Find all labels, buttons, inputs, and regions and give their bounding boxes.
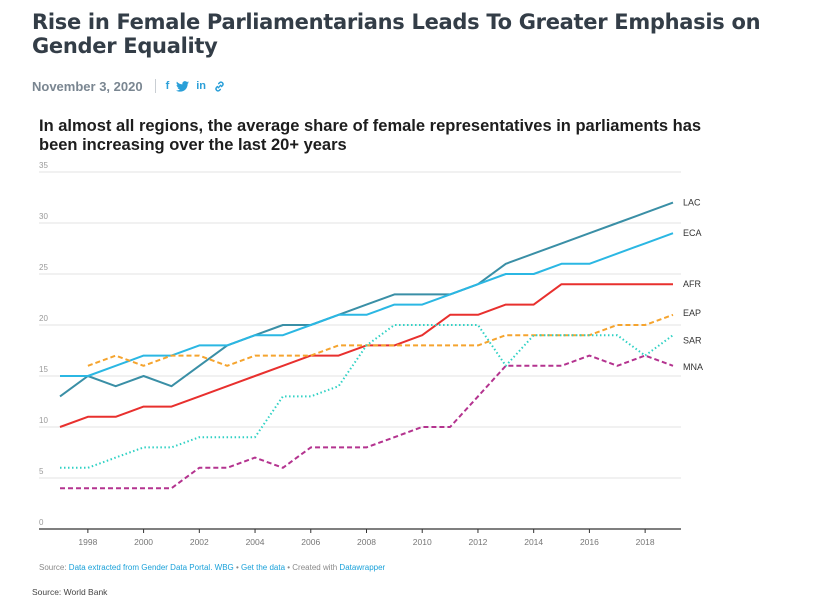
publish-date: November 3, 2020 bbox=[32, 78, 143, 94]
x-tick-label: 1998 bbox=[78, 537, 97, 547]
x-tick-label: 2002 bbox=[190, 537, 209, 547]
credit-prefix: Source: bbox=[39, 563, 69, 572]
x-tick-label: 2000 bbox=[134, 537, 153, 547]
series-label-eap: EAP bbox=[683, 308, 701, 318]
series-line-mna bbox=[60, 354, 674, 490]
y-tick-label: 10 bbox=[39, 416, 48, 425]
y-tick-label: 5 bbox=[39, 467, 44, 476]
x-tick-label: 2016 bbox=[580, 537, 599, 547]
series-line-eca bbox=[60, 232, 674, 377]
gridlines bbox=[39, 171, 681, 530]
credit-sep-2: • Created with bbox=[285, 563, 340, 572]
series-line-sar bbox=[60, 324, 674, 469]
series-label-afr: AFR bbox=[683, 279, 702, 289]
line-chart: 0 5 10 15 20 25 30 35 1998 2000 2002 2004 2006 2008 2… bbox=[39, 161, 703, 547]
facebook-icon[interactable]: f bbox=[165, 80, 170, 92]
series-label-eca: ECA bbox=[683, 228, 702, 238]
x-tick-label: 2006 bbox=[301, 537, 320, 547]
x-tick-label: 2018 bbox=[636, 537, 655, 547]
y-tick-labels: 0 5 10 15 20 25 30 35 bbox=[39, 161, 48, 527]
article-meta: November 3, 2020 f in bbox=[32, 78, 226, 94]
x-tick-label: 2014 bbox=[524, 537, 543, 547]
series-line-lac bbox=[59, 201, 674, 398]
series-label-mna: MNA bbox=[683, 362, 703, 372]
credit-sep-1: • bbox=[233, 563, 241, 572]
y-tick-label: 20 bbox=[39, 314, 48, 323]
series-label-lac: LAC bbox=[683, 198, 701, 208]
chart-credit: Source: Data extracted from Gender Data … bbox=[39, 563, 385, 572]
share-bar: f in bbox=[166, 79, 226, 93]
x-tick-label: 2004 bbox=[246, 537, 265, 547]
link-icon[interactable] bbox=[213, 79, 226, 93]
series-label-sar: SAR bbox=[683, 335, 702, 345]
y-tick-label: 0 bbox=[39, 518, 44, 527]
y-tick-label: 30 bbox=[39, 212, 48, 221]
get-data-link[interactable]: Get the data bbox=[241, 563, 286, 572]
footer-source: Source: World Bank bbox=[32, 587, 108, 597]
series-lines bbox=[59, 201, 674, 490]
article-headline: Rise in Female Parliamentarians Leads To… bbox=[32, 10, 761, 58]
chart-title: In almost all regions, the average share… bbox=[39, 117, 702, 154]
x-tick-label: 2012 bbox=[468, 537, 487, 547]
x-tick-label: 2008 bbox=[357, 537, 376, 547]
linkedin-icon[interactable]: in bbox=[196, 80, 207, 92]
y-tick-label: 25 bbox=[39, 263, 48, 272]
twitter-icon[interactable] bbox=[176, 79, 190, 93]
meta-divider bbox=[154, 79, 156, 93]
series-line-eap bbox=[87, 313, 674, 367]
series-labels: LAC ECA AFR EAP SAR MNA bbox=[683, 198, 703, 372]
datawrapper-link[interactable]: Datawrapper bbox=[339, 563, 386, 572]
data-source-link[interactable]: Data extracted from Gender Data Portal. … bbox=[68, 563, 234, 572]
x-tick-label: 2010 bbox=[413, 537, 432, 547]
y-tick-label: 35 bbox=[39, 161, 48, 170]
x-tick-labels: 1998 2000 2002 2004 2006 2008 2010 2012 2014 2016… bbox=[78, 529, 655, 547]
y-tick-label: 15 bbox=[39, 365, 48, 374]
